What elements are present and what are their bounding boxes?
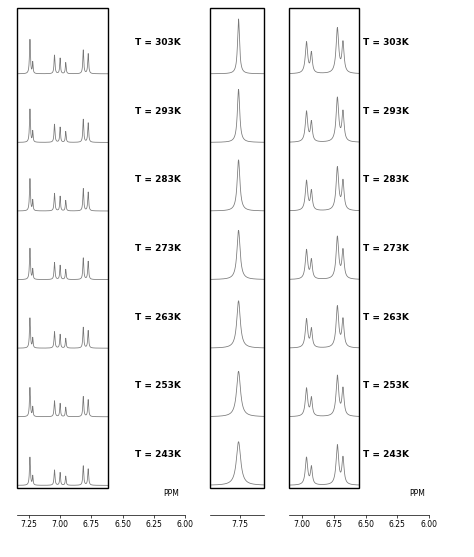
Text: T = 293K: T = 293K xyxy=(135,107,181,116)
Text: T = 293K: T = 293K xyxy=(363,107,409,116)
Text: T = 263K: T = 263K xyxy=(135,312,181,321)
Text: T = 263K: T = 263K xyxy=(363,312,409,321)
Text: T = 253K: T = 253K xyxy=(135,381,181,390)
Text: T = 303K: T = 303K xyxy=(363,38,409,47)
Text: T = 273K: T = 273K xyxy=(135,244,181,253)
Text: T = 243K: T = 243K xyxy=(363,449,409,459)
Text: T = 283K: T = 283K xyxy=(363,175,409,184)
Text: T = 303K: T = 303K xyxy=(135,38,181,47)
Text: PPM: PPM xyxy=(409,489,425,498)
Text: T = 283K: T = 283K xyxy=(135,175,181,184)
Text: PPM: PPM xyxy=(163,489,179,498)
Text: T = 273K: T = 273K xyxy=(363,244,409,253)
Text: T = 253K: T = 253K xyxy=(363,381,409,390)
Text: T = 243K: T = 243K xyxy=(135,449,181,459)
